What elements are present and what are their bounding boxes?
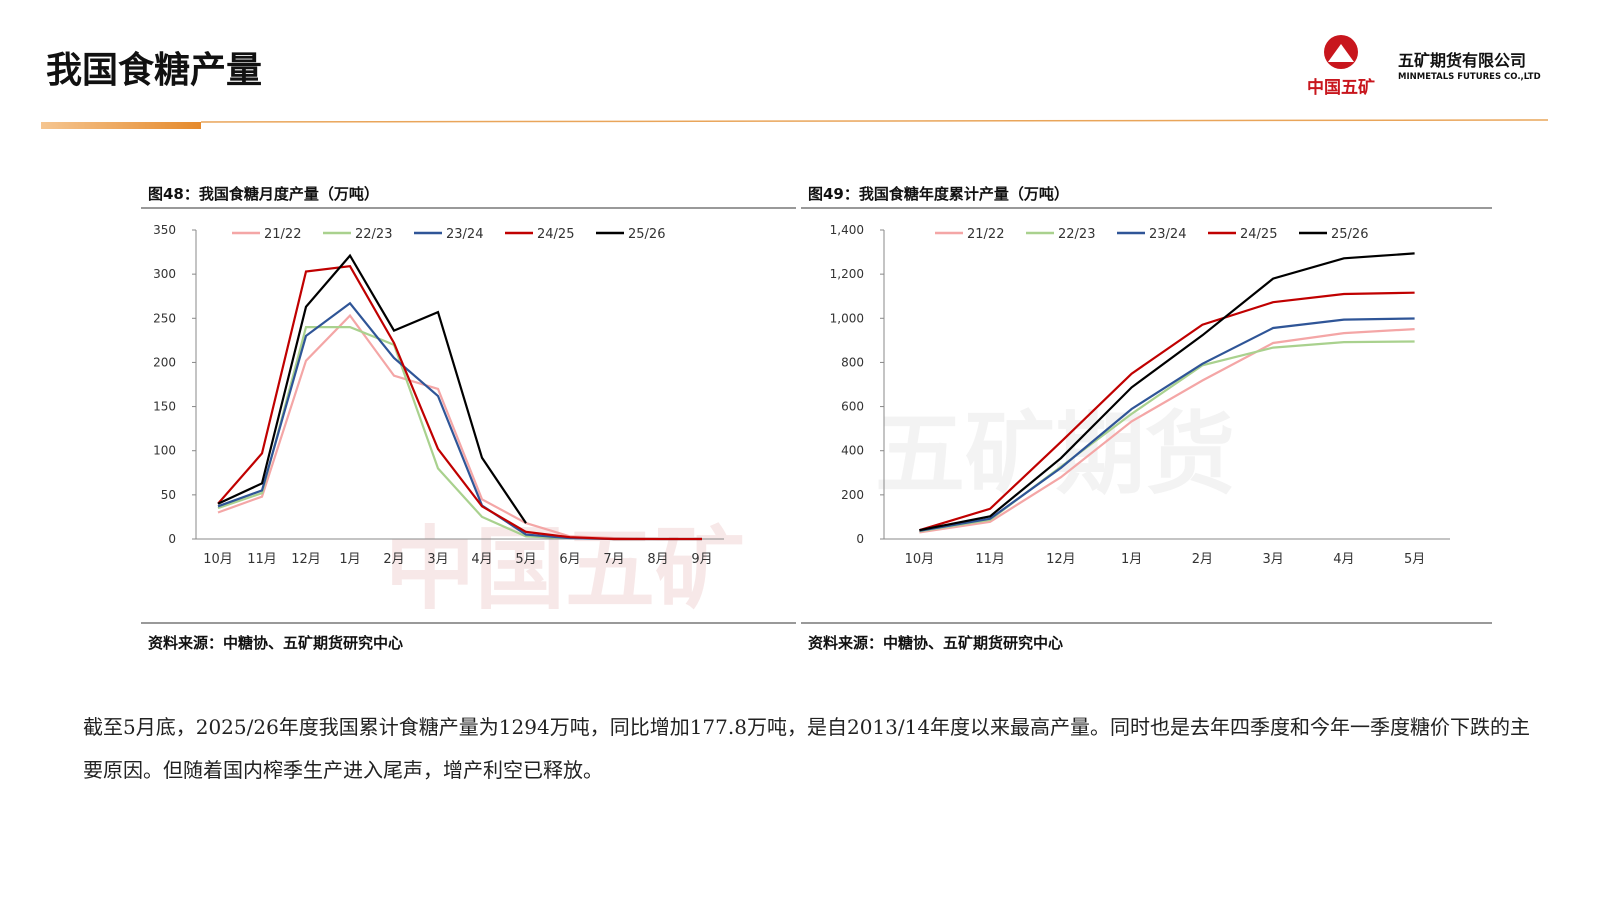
chart-title: 图49：我国食糖年度累计产量（万吨） xyxy=(808,185,1069,203)
y-tick-label: 200 xyxy=(841,488,864,502)
series-line xyxy=(919,291,1415,532)
legend-label: 25/26 xyxy=(1331,227,1368,242)
y-tick-label: 350 xyxy=(153,223,176,237)
logo-mark xyxy=(1328,44,1354,62)
x-tick-label: 3月 xyxy=(427,552,448,567)
legend-label: 23/24 xyxy=(1149,227,1186,242)
y-tick-label: 50 xyxy=(161,488,176,502)
title-rule xyxy=(200,119,1549,123)
y-tick-label: 400 xyxy=(841,444,864,458)
legend-label: 24/25 xyxy=(1240,227,1277,242)
y-tick-label: 200 xyxy=(153,355,176,369)
series-line xyxy=(217,313,702,541)
x-tick-label: 6月 xyxy=(559,552,580,567)
company-en: MINMETALS FUTURES CO.,LTD xyxy=(1398,72,1541,82)
x-tick-label: 3月 xyxy=(1262,552,1283,567)
legend-label: 21/22 xyxy=(967,227,1004,242)
y-tick-label: 0 xyxy=(168,532,176,546)
legend-label: 22/23 xyxy=(355,227,392,242)
x-tick-label: 12月 xyxy=(1046,552,1076,567)
y-tick-label: 1,400 xyxy=(830,223,864,237)
series-line xyxy=(217,326,702,541)
x-tick-label: 2月 xyxy=(383,552,404,567)
chart-source: 资料来源：中糖协、五矿期货研究中心 xyxy=(148,634,403,652)
x-tick-label: 1月 xyxy=(1121,552,1142,567)
page-title: 我国食糖产量 xyxy=(46,50,262,91)
x-tick-label: 11月 xyxy=(975,552,1005,567)
y-tick-label: 100 xyxy=(153,444,176,458)
y-tick-label: 600 xyxy=(841,400,864,414)
logo-text: 中国五矿 xyxy=(1307,77,1375,98)
y-tick-label: 1,000 xyxy=(830,311,864,325)
series-line xyxy=(919,328,1415,534)
y-tick-label: 250 xyxy=(153,311,176,325)
y-tick-label: 1,200 xyxy=(830,267,864,281)
x-tick-label: 10月 xyxy=(203,552,233,567)
x-tick-label: 2月 xyxy=(1192,552,1213,567)
y-tick-label: 800 xyxy=(841,355,864,369)
legend-label: 25/26 xyxy=(628,227,665,242)
x-tick-label: 4月 xyxy=(1333,552,1354,567)
y-tick-label: 300 xyxy=(153,267,176,281)
x-tick-label: 12月 xyxy=(291,552,321,567)
legend-label: 22/23 xyxy=(1058,227,1095,242)
chart-title: 图48：我国食糖月度产量（万吨） xyxy=(148,185,379,203)
title-bar xyxy=(41,122,201,129)
y-tick-label: 0 xyxy=(856,532,864,546)
x-tick-label: 4月 xyxy=(471,552,492,567)
x-tick-label: 1月 xyxy=(339,552,360,567)
legend-label: 24/25 xyxy=(537,227,574,242)
x-tick-label: 5月 xyxy=(1404,552,1425,567)
x-tick-label: 9月 xyxy=(691,552,712,567)
watermark: 中国五矿 xyxy=(385,517,745,622)
legend-label: 21/22 xyxy=(264,227,301,242)
series-line xyxy=(217,265,702,541)
series-line xyxy=(217,253,527,524)
legend-label: 23/24 xyxy=(446,227,483,242)
chart-source: 资料来源：中糖协、五矿期货研究中心 xyxy=(808,634,1063,652)
x-tick-label: 5月 xyxy=(515,552,536,567)
y-tick-label: 150 xyxy=(153,400,176,414)
company-cn: 五矿期货有限公司 xyxy=(1398,51,1526,70)
series-line xyxy=(919,317,1415,532)
x-tick-label: 7月 xyxy=(603,552,624,567)
watermark: 五矿期货 xyxy=(875,402,1235,507)
series-line xyxy=(919,252,1415,532)
body-text: 截至5月底，2025/26年度我国累计食糖产量为1294万吨，同比增加177.8… xyxy=(83,715,1531,782)
x-tick-label: 11月 xyxy=(247,552,277,567)
x-tick-label: 8月 xyxy=(647,552,668,567)
x-tick-label: 10月 xyxy=(905,552,935,567)
